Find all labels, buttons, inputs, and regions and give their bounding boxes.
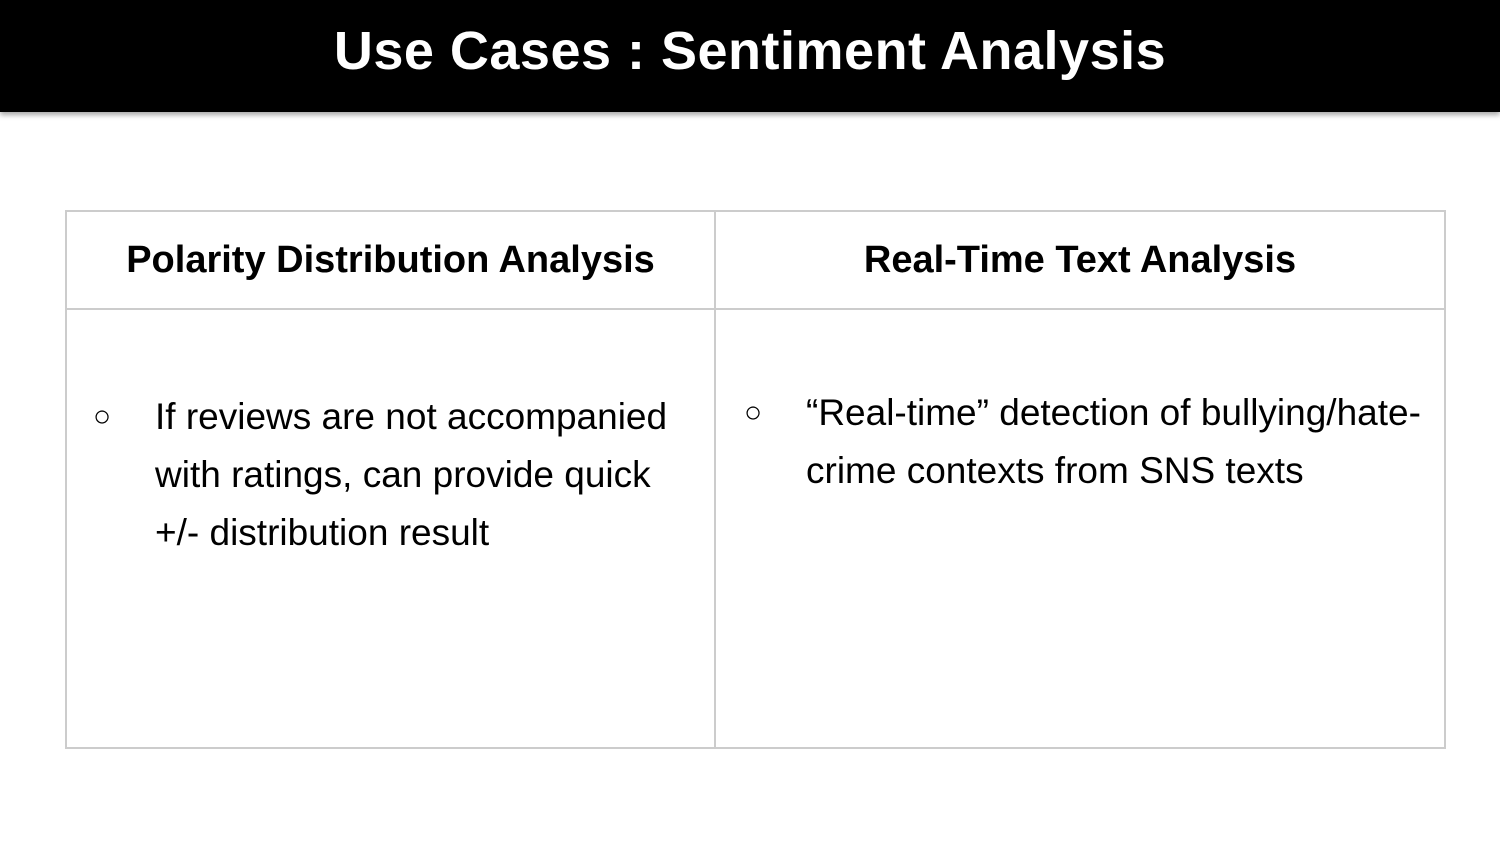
cell-polarity-distribution: ○ If reviews are not accompanied with ra… (65, 308, 716, 749)
table-body-row: ○ If reviews are not accompanied with ra… (65, 308, 1446, 749)
slide-title: Use Cases : Sentiment Analysis (333, 21, 1167, 81)
header-real-time-text: Real-Time Text Analysis (714, 210, 1446, 310)
title-bar: Use Cases : Sentiment Analysis (0, 0, 1500, 112)
table-header-row: Polarity Distribution Analysis Real-Time… (65, 210, 1446, 310)
list-item: ○ “Real-time” detection of bullying/hate… (744, 384, 1434, 500)
cell-real-time-text: ○ “Real-time” detection of bullying/hate… (714, 308, 1446, 749)
header-polarity-distribution: Polarity Distribution Analysis (65, 210, 716, 310)
list-item: ○ If reviews are not accompanied with ra… (93, 388, 693, 562)
bullet-text-real-time: “Real-time” detection of bullying/hate-c… (806, 392, 1421, 491)
comparison-table: Polarity Distribution Analysis Real-Time… (65, 210, 1446, 749)
bullet-text-polarity: If reviews are not accompanied with rati… (155, 396, 668, 553)
hollow-circle-bullet-icon: ○ (93, 400, 112, 433)
hollow-circle-bullet-icon: ○ (744, 396, 763, 429)
